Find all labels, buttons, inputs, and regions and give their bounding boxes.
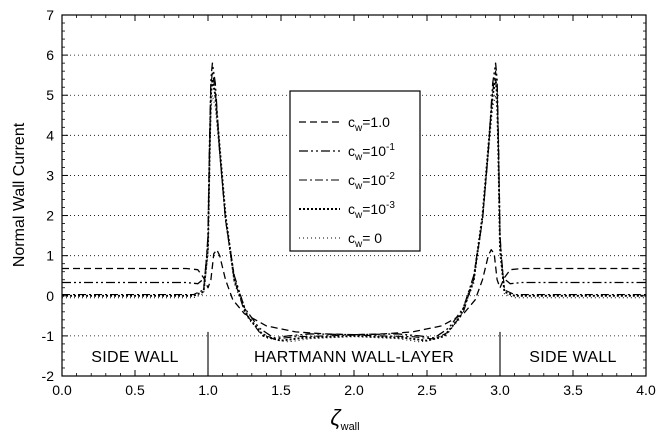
region-labels: SIDE WALL HARTMANN WALL-LAYER SIDE WALL — [91, 349, 616, 366]
x-tick-label: 1.0 — [198, 382, 218, 398]
region-label: SIDE WALL — [91, 349, 178, 366]
region-label: HARTMANN WALL-LAYER — [254, 349, 454, 366]
y-tick-label: -2 — [42, 368, 55, 384]
x-tick-label: 2.5 — [417, 382, 437, 398]
y-tick-labels: -2 -1 0 1 2 3 4 5 6 7 — [42, 7, 55, 384]
legend-label: cw=10-1 — [348, 142, 395, 163]
region-dividers — [207, 331, 501, 376]
legend: cw=1.0 cw=10-1 cw=10-2 cw=10-3 cw= 0 — [289, 90, 421, 252]
legend-box — [289, 90, 421, 252]
y-tick-label: 7 — [46, 7, 54, 23]
y-tick-label: 2 — [46, 208, 54, 224]
y-tick-label: 6 — [46, 47, 54, 63]
x-tick-label: 1.5 — [271, 382, 291, 398]
y-tick-label: -1 — [42, 328, 55, 344]
legend-label: cw=10-2 — [348, 171, 395, 192]
x-tick-label: 4.0 — [636, 382, 656, 398]
y-tick-label: 1 — [46, 248, 54, 264]
series-line-4 — [62, 78, 646, 342]
legend-label: cw=1.0 — [348, 114, 390, 134]
y-tick-label: 0 — [46, 288, 54, 304]
y-tick-label: 4 — [46, 127, 54, 143]
x-axis-title-sub: wall — [340, 421, 360, 433]
legend-label: cw= 0 — [348, 230, 382, 250]
series-lines — [62, 62, 646, 343]
axis-ticks — [61, 14, 647, 377]
x-tick-label: 2.0 — [344, 382, 364, 398]
x-tick-label: 3.5 — [563, 382, 583, 398]
y-tick-label: 3 — [46, 167, 54, 183]
x-axis-title-main: ζ — [330, 405, 342, 430]
x-tick-labels: 0.0 0.5 1.0 1.5 2.0 2.5 3.0 3.5 4.0 — [52, 382, 656, 398]
x-tick-label: 0.0 — [52, 382, 72, 398]
x-tick-label: 3.0 — [490, 382, 510, 398]
y-axis-title: Normal Wall Current — [11, 122, 28, 267]
x-tick-label: 0.5 — [125, 382, 145, 398]
series-line-1 — [62, 249, 646, 336]
legend-entries: cw=1.0 cw=10-1 cw=10-2 cw=10-3 cw= 0 — [299, 114, 395, 250]
legend-label: cw=10-3 — [348, 200, 395, 221]
x-axis-title: ζwall — [330, 405, 359, 433]
region-label: SIDE WALL — [529, 349, 616, 366]
y-tick-label: 5 — [46, 87, 54, 103]
